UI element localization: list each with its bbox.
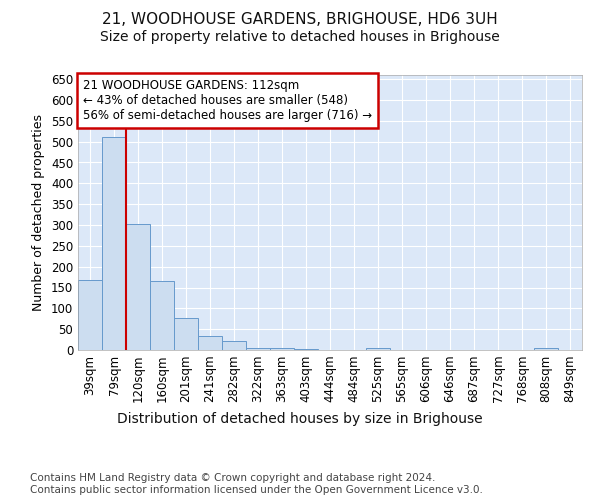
Bar [534, 348, 558, 350]
Text: Contains HM Land Registry data © Crown copyright and database right 2024.
Contai: Contains HM Land Registry data © Crown c… [30, 474, 483, 495]
Text: 21, WOODHOUSE GARDENS, BRIGHOUSE, HD6 3UH: 21, WOODHOUSE GARDENS, BRIGHOUSE, HD6 3U… [102, 12, 498, 28]
Bar [366, 348, 390, 350]
Bar [78, 280, 102, 350]
Bar [150, 281, 174, 350]
Bar [294, 349, 318, 350]
Bar [246, 348, 270, 350]
Bar [102, 137, 126, 350]
Y-axis label: Number of detached properties: Number of detached properties [32, 114, 46, 311]
Bar [270, 348, 294, 350]
Text: Size of property relative to detached houses in Brighouse: Size of property relative to detached ho… [100, 30, 500, 44]
Bar [126, 224, 150, 350]
Bar [222, 341, 246, 350]
Bar [198, 336, 222, 350]
Bar [174, 318, 198, 350]
Text: Distribution of detached houses by size in Brighouse: Distribution of detached houses by size … [117, 412, 483, 426]
Text: 21 WOODHOUSE GARDENS: 112sqm
← 43% of detached houses are smaller (548)
56% of s: 21 WOODHOUSE GARDENS: 112sqm ← 43% of de… [83, 79, 372, 122]
